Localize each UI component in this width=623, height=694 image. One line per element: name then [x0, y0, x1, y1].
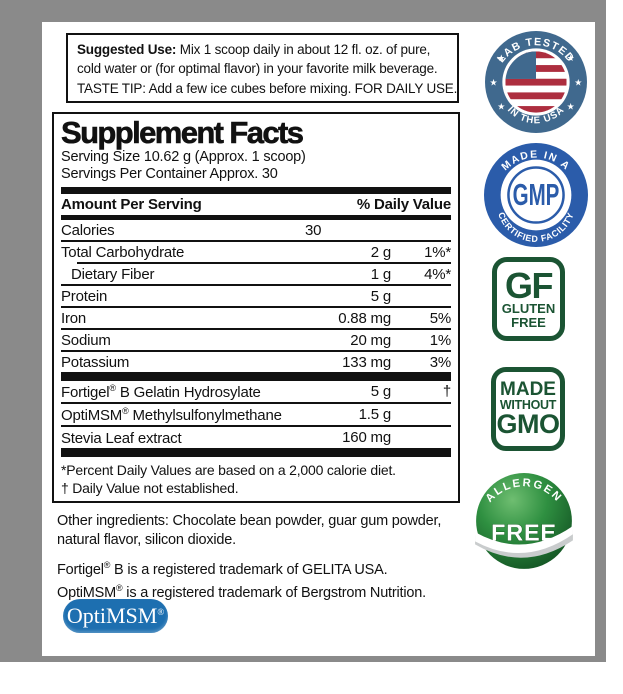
- usa-flag-seal-icon: LAB TESTED IN THE USA ★ ★ ★ ★ ★ ★: [485, 31, 587, 133]
- table-row-stevia: Stevia Leaf extract 160 mg: [61, 427, 451, 448]
- row-name: Fortigel® B Gelatin Hydrosylate: [61, 382, 261, 401]
- row-amount: 160 mg: [342, 429, 391, 446]
- gmo-free-icon: MADE WITHOUT GMO: [491, 367, 565, 451]
- star-icon: ★: [574, 77, 582, 87]
- table-row-potassium: Potassium 133 mg 3%: [61, 352, 451, 372]
- badge-made-without-gmo: MADE WITHOUT GMO: [491, 367, 565, 451]
- section-divider: [61, 372, 451, 381]
- serving-size: Serving Size 10.62 g (Approx. 1 scoop): [61, 149, 306, 165]
- row-name: OptiMSM® Methylsulfonylmethane: [61, 405, 282, 424]
- row-amount: 5 g: [370, 287, 391, 305]
- divider-thick: [61, 187, 451, 194]
- row-divider: [61, 350, 451, 352]
- row-name: Dietary Fiber: [71, 265, 155, 283]
- table-header: Amount Per Serving % Daily Value: [61, 194, 451, 215]
- table-row-fortigel: Fortigel® B Gelatin Hydrosylate 5 g †: [61, 381, 451, 402]
- row-dv: †: [442, 383, 451, 400]
- table-row-calories: Calories 30: [61, 220, 451, 240]
- table-row-total-carbohydrate: Total Carbohydrate 2 g 1%*: [61, 242, 451, 262]
- footnote-percent: *Percent Daily Values are based on a 2,0…: [61, 462, 396, 478]
- row-dv: 1%*: [424, 243, 451, 261]
- badge-gmp-certified: GMP MADE IN A CERTIFIED FACILITY: [484, 143, 588, 247]
- row-amount: 1 g: [370, 265, 391, 283]
- registered-mark: ®: [103, 560, 111, 570]
- star-icon: ★: [497, 102, 505, 112]
- row-divider: [61, 425, 451, 427]
- star-icon: ★: [497, 53, 505, 63]
- row-divider: [61, 306, 451, 308]
- row-name: Sodium: [61, 331, 111, 349]
- footnote-dagger: † Daily Value not established.: [61, 479, 239, 496]
- registered-mark: ®: [109, 382, 116, 393]
- gmp-center-text: GMP: [513, 179, 560, 212]
- registered-mark: ®: [157, 607, 165, 617]
- table-row-iron: Iron 0.88 mg 5%: [61, 308, 451, 328]
- row-amount: 133 mg: [342, 353, 391, 371]
- column-header-daily-value: % Daily Value: [356, 196, 451, 213]
- divider-medium: [61, 215, 451, 220]
- row-dv: 1%: [429, 331, 451, 349]
- section-divider: [61, 448, 451, 457]
- row-name: Stevia Leaf extract: [61, 429, 182, 447]
- trademark-optimsm: OptiMSM® is a registered trademark of Be…: [57, 583, 426, 602]
- table-row-optimsm: OptiMSM® Methylsulfonylmethane 1.5 g: [61, 404, 451, 425]
- suggested-use-box: Suggested Use: Mix 1 scoop daily in abou…: [66, 33, 459, 103]
- row-amount: 20 mg: [350, 331, 391, 349]
- suggested-use-line: TASTE TIP: Add a few ice cubes before mi…: [77, 80, 458, 96]
- row-dv: 5%: [429, 309, 451, 327]
- column-header-amount: Amount Per Serving: [61, 196, 202, 213]
- ribbon-icon: [475, 526, 573, 554]
- row-name: Potassium: [61, 353, 130, 371]
- row-name: Protein: [61, 287, 108, 305]
- gmp-seal-icon: GMP MADE IN A CERTIFIED FACILITY: [484, 143, 588, 247]
- row-amount: 2 g: [370, 243, 391, 261]
- row-name: Calories: [61, 221, 115, 239]
- row-amount: 1.5 g: [358, 406, 392, 423]
- gluten-free-icon: GF GLUTEN FREE: [492, 257, 565, 341]
- suggested-use-line: cold water or (for optimal flavor) in yo…: [77, 61, 438, 77]
- trademark-fortigel: Fortigel® B is a registered trademark of…: [57, 560, 388, 578]
- table-row-sodium: Sodium 20 mg 1%: [61, 330, 451, 350]
- badge-center-text: FREE: [491, 519, 557, 545]
- gf-abbr: GF: [505, 265, 554, 306]
- row-name: Iron: [61, 309, 87, 327]
- star-icon: ★: [567, 102, 575, 112]
- registered-mark: ®: [116, 583, 123, 594]
- row-amount: 5 g: [370, 383, 391, 400]
- row-amount: 0.88 mg: [338, 309, 391, 327]
- registered-mark: ®: [122, 405, 129, 416]
- row-amount: 30: [305, 221, 322, 239]
- row-divider: [61, 284, 451, 286]
- row-divider: [61, 240, 451, 242]
- table-row-protein: Protein 5 g: [61, 286, 451, 306]
- other-ingredients: Other ingredients: Chocolate bean powder…: [57, 513, 442, 548]
- servings-per-container: Servings Per Container Approx. 30: [61, 166, 278, 182]
- row-dv: 4%*: [424, 265, 451, 283]
- suggested-use-line: Suggested Use: Mix 1 scoop daily in abou…: [77, 42, 431, 57]
- row-divider: [61, 328, 451, 330]
- table-row-dietary-fiber: Dietary Fiber 1 g 4%*: [61, 264, 451, 284]
- row-divider: [61, 402, 451, 404]
- row-divider-indented: [77, 262, 451, 264]
- badge-lab-tested-usa: LAB TESTED IN THE USA ★ ★ ★ ★ ★ ★: [485, 31, 587, 133]
- allergen-free-globe-icon: ALLERGEN FREE: [475, 473, 573, 569]
- row-name: Total Carbohydrate: [61, 243, 185, 261]
- badge-allergen-free: ALLERGEN FREE: [473, 470, 575, 576]
- trademark-notes: Fortigel® B is a registered trademark of…: [57, 556, 426, 603]
- optimsm-logo: OptiMSM ®: [63, 599, 168, 633]
- suggested-use-bold: Suggested Use:: [77, 42, 177, 57]
- supplement-facts-box: Supplement Facts Serving Size 10.62 g (A…: [52, 112, 460, 503]
- usa-flag-icon: [505, 51, 567, 113]
- supplement-facts-title: Supplement Facts: [61, 115, 305, 150]
- badge-gluten-free: GF GLUTEN FREE: [492, 257, 565, 341]
- row-dv: 3%: [429, 353, 451, 371]
- star-icon: ★: [567, 53, 575, 63]
- star-icon: ★: [490, 77, 498, 87]
- footnotes: *Percent Daily Values are based on a 2,0…: [61, 457, 451, 497]
